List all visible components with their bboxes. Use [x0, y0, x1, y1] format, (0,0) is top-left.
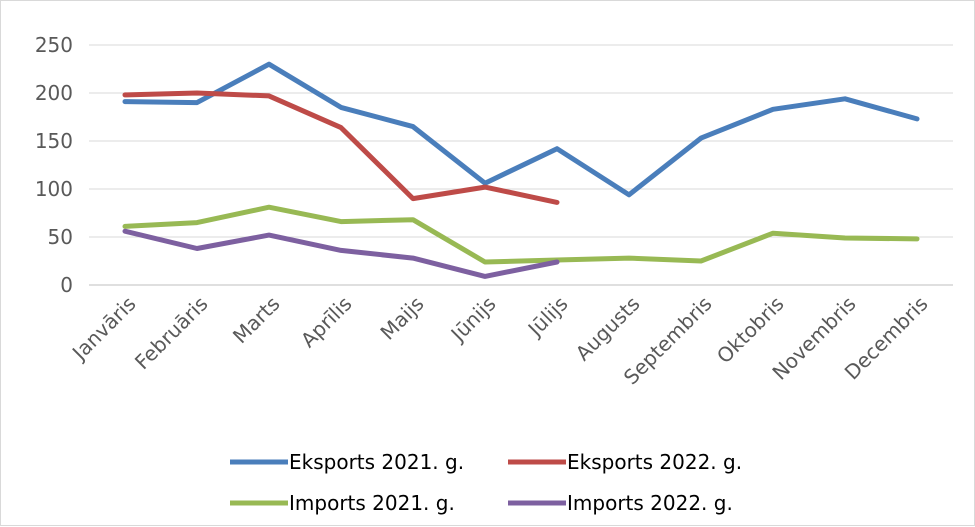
- series-line-2: [122, 90, 560, 205]
- x-tick-label: Februāris: [130, 292, 213, 375]
- series-line-1: [122, 61, 920, 198]
- x-tick-label: Aprīlis: [296, 292, 357, 353]
- legend-label-4: Imports 2022. g.: [567, 491, 733, 515]
- series-line-3: [122, 204, 920, 265]
- y-tick-label: 250: [35, 33, 73, 57]
- legend: Eksports 2021. g. Eksports 2022. g. Import…: [230, 450, 742, 515]
- y-tick-label: 150: [35, 129, 73, 153]
- series-line-4: [122, 228, 560, 279]
- y-tick-label: 100: [35, 177, 73, 201]
- x-tick-label: Janvāris: [66, 292, 140, 366]
- y-tick-label: 200: [35, 81, 73, 105]
- y-axis-ticks: 0 50 100 150 200 250: [35, 33, 73, 297]
- legend-label-2: Eksports 2022. g.: [567, 450, 742, 474]
- x-tick-label: Augusts: [571, 292, 645, 366]
- series-lines: [122, 61, 920, 279]
- x-tick-label: Marts: [228, 292, 285, 349]
- y-tick-label: 50: [48, 225, 73, 249]
- y-tick-label: 0: [60, 273, 73, 297]
- x-tick-label: Maijs: [375, 292, 428, 345]
- x-tick-label: Jūnijs: [445, 292, 501, 348]
- legend-label-1: Eksports 2021. g.: [289, 450, 464, 474]
- legend-label-3: Imports 2021. g.: [289, 491, 455, 515]
- x-tick-label: Jūlijs: [522, 292, 573, 343]
- x-tick-label: Oktobris: [712, 292, 789, 369]
